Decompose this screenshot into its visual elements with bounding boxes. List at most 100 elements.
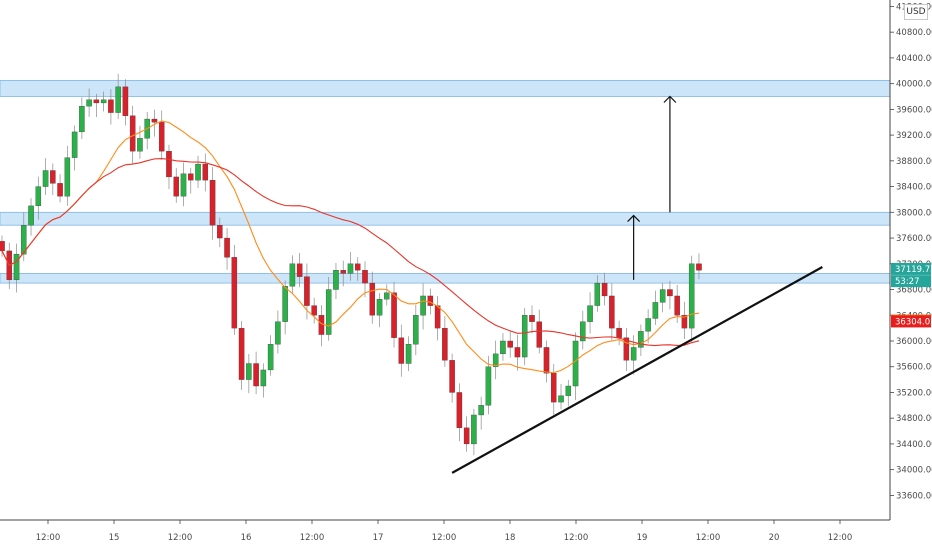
candle — [463, 416, 470, 452]
candle — [57, 173, 63, 203]
candle — [100, 91, 107, 112]
candle — [13, 243, 20, 293]
candle-body — [529, 315, 535, 322]
candle-body — [188, 173, 194, 181]
candle — [166, 144, 172, 190]
candle-body — [369, 282, 376, 316]
candle — [50, 163, 56, 196]
candle-body — [688, 263, 695, 329]
candle-body — [64, 157, 71, 197]
candle-body — [391, 292, 397, 338]
price-tick-label: 40400.00 — [896, 54, 932, 64]
candle — [696, 253, 702, 280]
candle — [224, 227, 230, 270]
candle-body — [536, 321, 542, 348]
candle-body — [86, 99, 92, 107]
arrow-head — [627, 214, 641, 222]
candle-body — [580, 321, 586, 342]
candle-body — [427, 295, 434, 306]
price-badge-2: 53:27 — [891, 275, 931, 288]
candle-body — [507, 340, 513, 348]
candle — [64, 145, 71, 206]
candle-body — [79, 106, 85, 133]
candle-body — [500, 340, 506, 355]
time-tick-label: 18 — [505, 533, 516, 543]
candle — [209, 167, 216, 240]
price-tick-label: 40800.00 — [896, 28, 932, 38]
candle-body — [638, 331, 644, 348]
candle — [558, 384, 564, 410]
candle-body — [521, 315, 528, 358]
candle — [478, 396, 484, 430]
candle-body — [551, 373, 557, 403]
candle-body — [609, 295, 615, 329]
candle-body — [594, 282, 601, 306]
candle — [340, 260, 346, 287]
annotations — [451, 95, 823, 474]
candle-body — [398, 337, 405, 364]
candle — [260, 363, 267, 398]
candle — [347, 251, 354, 281]
candle — [195, 155, 201, 188]
candle — [289, 255, 296, 294]
candle — [86, 88, 92, 117]
candle-body — [71, 131, 78, 158]
candle — [659, 283, 666, 313]
candle — [667, 280, 673, 310]
ma-fast-line — [1, 120, 700, 374]
candle-body — [434, 305, 441, 329]
candle-body — [413, 315, 419, 345]
candle-body — [485, 366, 492, 406]
price-tick-label: 33600.00 — [896, 491, 932, 501]
candle-body — [202, 163, 209, 181]
candle — [652, 290, 659, 325]
candle — [325, 276, 332, 341]
price-badge-4: 36304.05 — [891, 315, 932, 328]
candle-body — [587, 305, 593, 322]
time-tick-label: 15 — [109, 533, 120, 543]
candle — [492, 340, 499, 380]
candle-body — [282, 286, 288, 322]
candle-body — [696, 263, 702, 271]
candle — [354, 257, 361, 281]
candle-body — [50, 170, 56, 184]
price-tick-label: 35200.00 — [896, 388, 932, 398]
candle — [246, 353, 252, 394]
candle — [521, 307, 528, 366]
candle — [108, 89, 114, 125]
candle-body — [471, 414, 477, 445]
candle-body — [333, 270, 339, 290]
candle-body — [304, 276, 310, 306]
candle-body — [572, 340, 579, 387]
candle — [485, 355, 492, 415]
time-tick-label: 12:00 — [696, 533, 721, 543]
candle-body — [376, 299, 383, 316]
candle — [296, 253, 303, 288]
candle-body — [623, 337, 630, 361]
zone-3 — [0, 273, 891, 284]
candle — [151, 109, 158, 137]
candle-body — [630, 347, 637, 361]
candle-body — [173, 176, 179, 197]
candle — [238, 320, 245, 390]
candle — [405, 336, 412, 372]
candle-body — [209, 179, 216, 226]
price-tick-label: 36000.00 — [896, 337, 932, 347]
price-tick-label: 38400.00 — [896, 183, 932, 193]
candle — [543, 340, 550, 383]
candle-body — [0, 241, 5, 252]
price-badge-text: 53:27 — [895, 277, 920, 287]
candle — [616, 320, 622, 346]
candle-body — [238, 327, 245, 380]
candle-body — [340, 270, 346, 274]
candle — [427, 288, 434, 315]
candle-body — [151, 118, 158, 123]
time-tick-label: 16 — [241, 533, 252, 543]
candle-body — [115, 86, 121, 113]
trendline — [451, 266, 823, 474]
candle-body — [100, 99, 107, 104]
candle — [144, 111, 150, 150]
price-tick-label: 39200.00 — [896, 131, 932, 141]
